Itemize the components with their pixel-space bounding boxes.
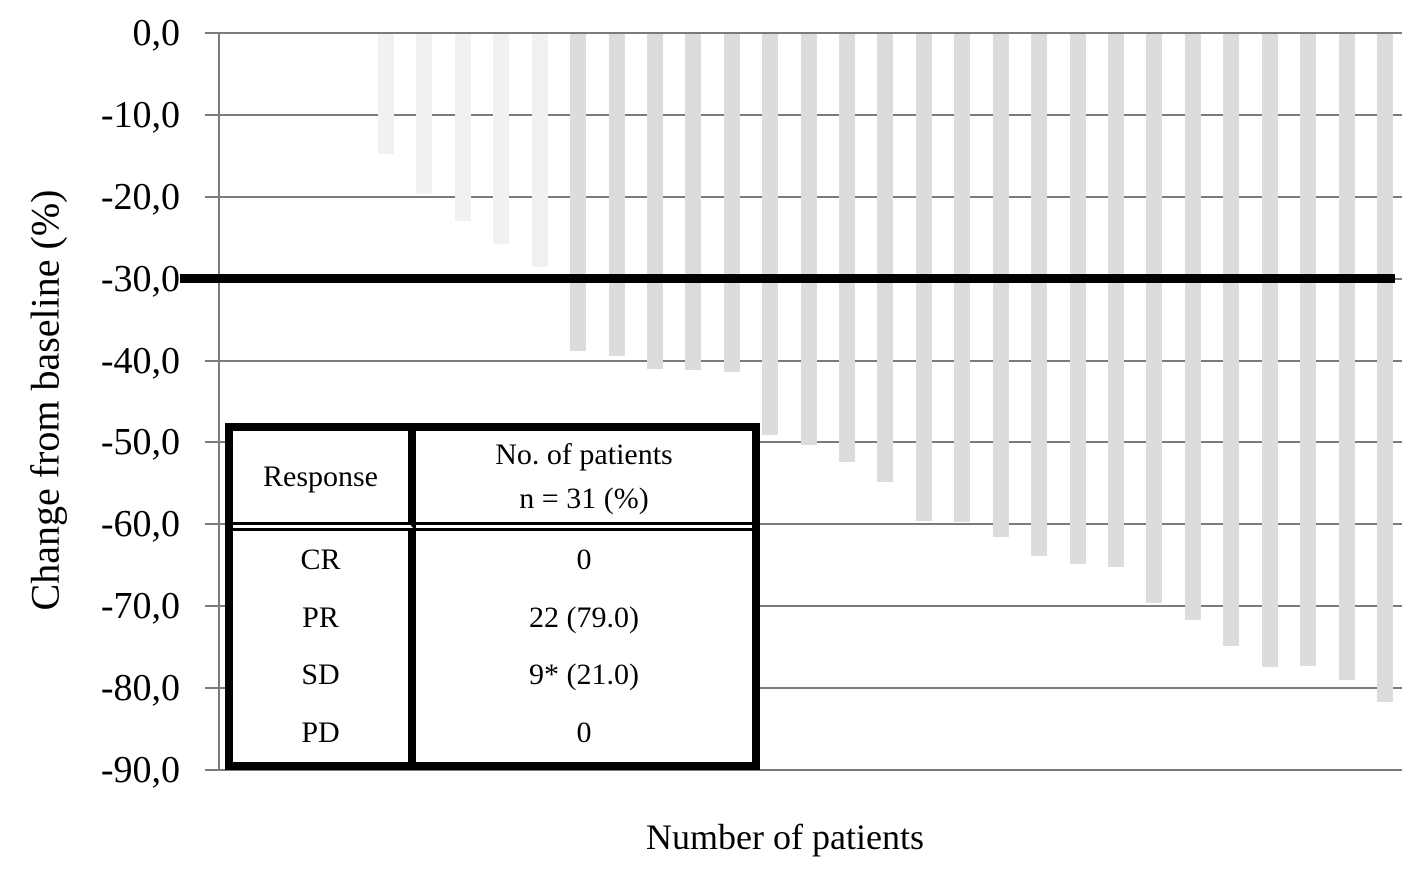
y-tick-label--80: -80,0 — [100, 667, 180, 709]
bar-patient-21 — [1146, 34, 1162, 603]
bar-patient-6 — [570, 34, 586, 351]
bar-patient-11 — [762, 34, 778, 435]
bar-patient-22 — [1185, 34, 1201, 620]
bar-patient-5 — [532, 34, 548, 267]
y-tick-label-0: 0,0 — [132, 12, 181, 54]
bar-patient-24 — [1262, 34, 1278, 667]
y-tick-label--40: -40,0 — [100, 340, 180, 382]
y-tick-label--10: -10,0 — [100, 94, 180, 136]
table-cell-pr-label: PR — [233, 588, 416, 647]
table-cell-sd-label: SD — [233, 646, 416, 705]
bar-patient-7 — [609, 34, 625, 356]
bar-patient-10 — [724, 34, 740, 372]
table-cell-sd-value: 9* (21.0) — [529, 658, 639, 692]
y-tick-label--30: -30,0 — [100, 258, 180, 300]
y-axis-title: Change from baseline (%) — [22, 189, 68, 611]
bar-patient-8 — [647, 34, 663, 369]
gridline--80 — [205, 687, 1402, 689]
table-cell-pd-value: 0 — [576, 716, 592, 750]
table-cell-cr-value: 0 — [576, 542, 592, 576]
y-tick-label--70: -70,0 — [100, 585, 180, 627]
bar-patient-3 — [455, 34, 471, 221]
bar-patient-18 — [1031, 34, 1047, 556]
y-tick-label--90: -90,0 — [100, 749, 180, 791]
table-cell-cr-label: CR — [233, 531, 416, 589]
x-axis-title: Number of patients — [646, 817, 924, 857]
bar-patient-9 — [685, 34, 701, 370]
bar-patient-23 — [1223, 34, 1239, 646]
y-tick-label--60: -60,0 — [100, 503, 180, 545]
gridline--90 — [205, 769, 1402, 771]
bar-patient-4 — [493, 34, 509, 244]
response-threshold-line — [180, 274, 1395, 283]
bar-patient-2 — [416, 34, 432, 194]
bar-patient-20 — [1108, 34, 1124, 567]
bar-patient-1 — [378, 34, 394, 154]
y-tick-label--50: -50,0 — [100, 421, 180, 463]
bar-patient-25 — [1300, 34, 1316, 666]
table-header-patients: No. of patients n = 31 (%) — [416, 431, 752, 531]
bar-patient-13 — [839, 34, 855, 462]
bar-patient-12 — [801, 34, 817, 445]
gridline--70 — [205, 605, 1402, 607]
response-summary-table: Response No. of patients n = 31 (%) CR 0… — [225, 423, 760, 770]
bar-patient-19 — [1070, 34, 1086, 564]
table-header-response: Response — [233, 431, 416, 531]
bar-patient-27 — [1377, 34, 1393, 702]
y-axis-line — [218, 33, 220, 770]
gridline--60 — [205, 523, 1402, 525]
bar-patient-17 — [993, 34, 1009, 537]
table-cell-pr-value: 22 (79.0) — [529, 600, 639, 634]
table-cell-pd-label: PD — [233, 704, 416, 762]
gridline-0 — [205, 32, 1402, 34]
bar-patient-26 — [1339, 34, 1355, 680]
y-tick-label--20: -20,0 — [100, 176, 180, 218]
bar-patient-14 — [877, 34, 893, 482]
